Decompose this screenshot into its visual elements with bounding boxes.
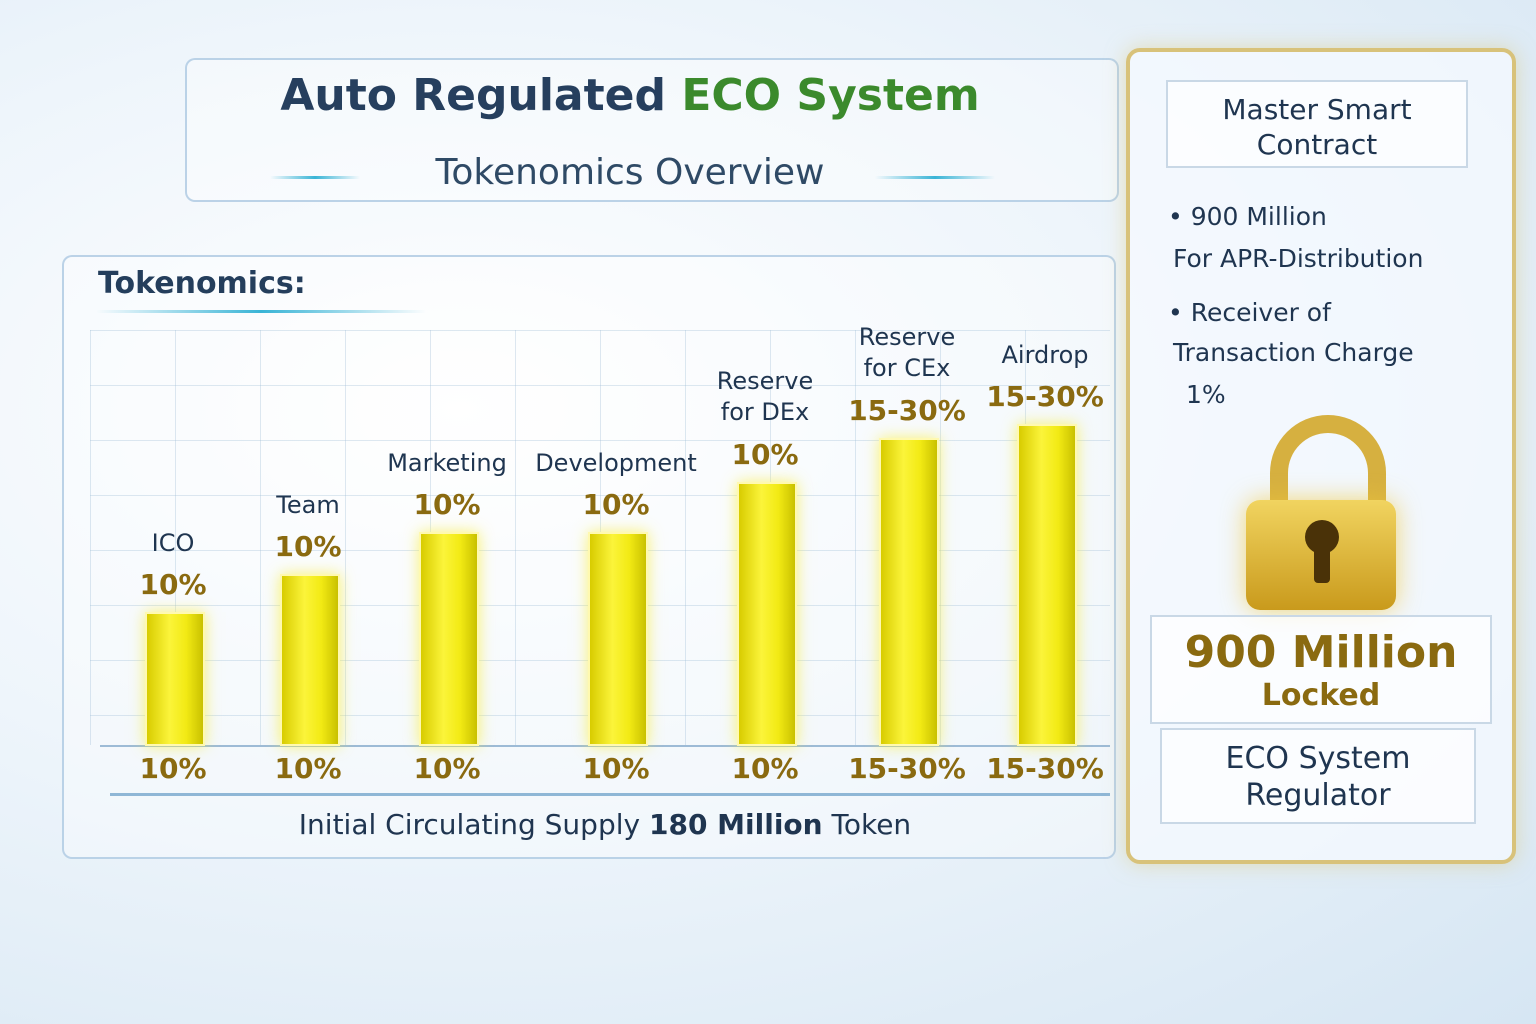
share-label: 10%: [139, 568, 207, 601]
contract-box: Master Smart Contract: [1166, 80, 1468, 168]
share-label: 15-30%: [986, 752, 1104, 785]
bar: [280, 574, 340, 746]
locked-amount: 900 Million: [1184, 627, 1458, 678]
share-label: 10%: [582, 752, 650, 785]
subtitle: Tokenomics Overview: [435, 152, 825, 193]
share-label: 10%: [731, 438, 799, 471]
item-name: Airdrop: [1001, 341, 1089, 369]
item-name: ICO: [151, 529, 195, 557]
locked-box: 900 Million Locked: [1150, 615, 1492, 724]
regulator-box: ECO System Regulator: [1160, 728, 1476, 824]
item-name: Development: [535, 449, 697, 477]
bullet: • 900 Million: [1168, 202, 1327, 231]
footer-suffix: Token: [831, 808, 912, 841]
share-label: 10%: [413, 488, 481, 521]
footer-text: Initial Circulating Supply: [298, 808, 641, 841]
bar: [145, 612, 205, 746]
bar: [737, 482, 797, 746]
bullet-title: 900 Million: [1190, 202, 1327, 231]
share-label: 10%: [582, 488, 650, 521]
title-accent: ECO System: [681, 70, 980, 121]
keyhole: [1314, 545, 1330, 583]
bullet-detail: Transaction Charge: [1173, 338, 1414, 367]
section-label: Tokenomics:: [98, 266, 306, 301]
bullet-value: 1%: [1186, 380, 1226, 409]
share-label: 10%: [139, 752, 207, 785]
share-label: 15-30%: [848, 752, 966, 785]
title-main: Auto Regulated: [280, 70, 666, 121]
item-name: Reserve for DEx: [716, 367, 814, 426]
footer-highlight: 180 Million: [648, 808, 823, 841]
locked-label: Locked: [1261, 678, 1381, 713]
bullet-detail: For APR-Distribution: [1173, 244, 1424, 273]
share-label: 10%: [413, 752, 481, 785]
rule: [110, 793, 1110, 796]
item-name: Reserve for CEx: [858, 323, 956, 382]
bullet-title: Receiver of: [1190, 298, 1331, 327]
item-name: Marketing: [387, 449, 507, 477]
share-label: 15-30%: [986, 380, 1104, 413]
footer: Initial Circulating Supply 180 Million T…: [100, 808, 1110, 841]
share-label: 15-30%: [848, 394, 966, 427]
bar: [879, 438, 939, 746]
bar: [588, 532, 648, 746]
share-label: 10%: [274, 530, 342, 563]
bar: [1017, 424, 1077, 746]
item-name: Team: [276, 491, 340, 519]
baseline: [100, 745, 1110, 747]
share-label: 10%: [274, 752, 342, 785]
share-label: 10%: [731, 752, 799, 785]
rule: [270, 176, 360, 179]
rule: [875, 176, 995, 179]
bar: [419, 532, 479, 746]
rule: [96, 310, 426, 313]
bullet: • Receiver of: [1168, 298, 1331, 327]
title: Auto Regulated ECO System: [150, 70, 1110, 121]
